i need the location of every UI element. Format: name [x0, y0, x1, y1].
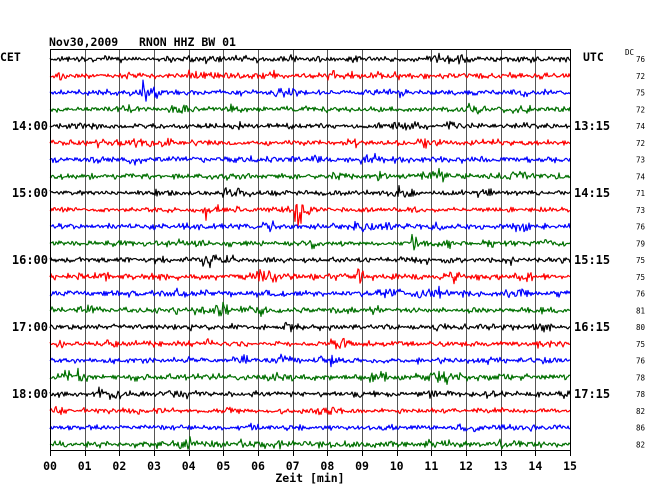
- x-tick-label-01: 01: [78, 459, 92, 473]
- trace-20-black: [49, 386, 571, 400]
- dc-value-trace-13: 75: [636, 273, 645, 282]
- dc-value-trace-2: 75: [636, 89, 645, 98]
- x-tick-label-05: 05: [216, 459, 230, 473]
- trace-3-green: [49, 102, 571, 115]
- x-tick-label-06: 06: [251, 459, 265, 473]
- trace-12-black: [49, 254, 571, 269]
- dc-value-trace-21: 82: [636, 407, 645, 416]
- utc-hour-label: 15:15: [574, 253, 610, 267]
- dc-value-trace-9: 73: [636, 206, 645, 215]
- cet-hour-label: 18:00: [12, 387, 48, 401]
- dc-header-label: DC: [625, 48, 634, 57]
- x-tick-label-10: 10: [390, 459, 404, 473]
- axis-labels: 00 01 02 03 04 05 06 07 08 09 10 11 12 13 14 15 14:00 15:…: [12, 55, 646, 473]
- seismogram-traces: [49, 52, 571, 450]
- grid-lines: [85, 50, 536, 450]
- utc-hour-label: 14:15: [574, 186, 610, 200]
- x-tick-label-11: 11: [424, 459, 438, 473]
- dc-value-trace-4: 74: [636, 122, 646, 131]
- trace-2-blue: [49, 79, 571, 102]
- dc-value-trace-20: 78: [636, 390, 646, 399]
- x-axis-ticks: [50, 451, 571, 456]
- utc-hour-label: 13:15: [574, 119, 610, 133]
- x-axis-title: Zeit [min]: [275, 471, 344, 485]
- trace-18-blue: [49, 353, 571, 368]
- x-tick-label-08: 08: [320, 459, 334, 473]
- trace-13-red: [49, 268, 571, 285]
- x-tick-label-12: 12: [459, 459, 473, 473]
- trace-6-blue: [49, 152, 571, 166]
- trace-0-black: [49, 52, 571, 65]
- dc-value-trace-7: 74: [636, 172, 646, 181]
- cet-hour-label: 16:00: [12, 253, 48, 267]
- utc-hour-label: 16:15: [574, 320, 610, 334]
- dc-value-trace-18: 76: [636, 357, 646, 366]
- trace-21-red: [49, 405, 571, 416]
- trace-22-blue: [49, 422, 571, 433]
- x-tick-label-07: 07: [286, 459, 300, 473]
- dc-value-trace-3: 72: [636, 105, 645, 114]
- dc-value-trace-8: 71: [636, 189, 645, 198]
- dc-value-trace-22: 86: [636, 424, 646, 433]
- dc-value-trace-19: 78: [636, 373, 646, 382]
- plot-frame: [50, 49, 571, 451]
- x-tick-label-15: 15: [563, 459, 577, 473]
- trace-11-green: [49, 233, 571, 251]
- dc-value-trace-11: 79: [636, 239, 645, 248]
- trace-15-green: [49, 301, 571, 317]
- x-tick-label-03: 03: [147, 459, 161, 473]
- right-timezone-label: UTC: [583, 50, 604, 64]
- x-tick-label-02: 02: [112, 459, 126, 473]
- left-timezone-label: CET: [0, 50, 21, 64]
- dc-value-trace-12: 75: [636, 256, 645, 265]
- trace-17-red: [49, 337, 571, 350]
- chart-title: Nov30,2009 RNON HHZ BW 01: [49, 35, 236, 49]
- dc-value-trace-0: 76: [636, 55, 646, 64]
- dc-value-trace-15: 81: [636, 306, 645, 315]
- x-tick-label-04: 04: [182, 459, 196, 473]
- dc-value-trace-14: 76: [636, 290, 646, 299]
- x-tick-label-09: 09: [355, 459, 369, 473]
- utc-hour-label: 17:15: [574, 387, 610, 401]
- trace-1-red: [49, 69, 571, 81]
- x-tick-label-14: 14: [528, 459, 542, 473]
- dc-value-trace-16: 80: [636, 323, 646, 332]
- trace-23-green: [49, 436, 571, 450]
- dc-value-trace-17: 75: [636, 340, 645, 349]
- cet-hour-label: 14:00: [12, 119, 48, 133]
- trace-10-blue: [49, 220, 571, 233]
- trace-16-black: [49, 321, 571, 333]
- trace-8-black: [49, 185, 571, 198]
- dc-value-trace-1: 72: [636, 72, 645, 81]
- x-tick-label-00: 00: [43, 459, 57, 473]
- trace-7-green: [49, 167, 571, 183]
- trace-9-red: [49, 203, 571, 227]
- x-tick-label-13: 13: [494, 459, 508, 473]
- trace-14-blue: [49, 285, 571, 299]
- dc-value-trace-23: 82: [636, 440, 645, 449]
- trace-19-green: [49, 367, 571, 385]
- trace-5-red: [49, 137, 571, 149]
- dc-value-trace-5: 72: [636, 139, 645, 148]
- cet-hour-label: 15:00: [12, 186, 48, 200]
- dc-value-trace-6: 73: [636, 156, 645, 165]
- trace-4-black: [49, 120, 571, 131]
- dc-value-trace-10: 76: [636, 223, 646, 232]
- cet-hour-label: 17:00: [12, 320, 48, 334]
